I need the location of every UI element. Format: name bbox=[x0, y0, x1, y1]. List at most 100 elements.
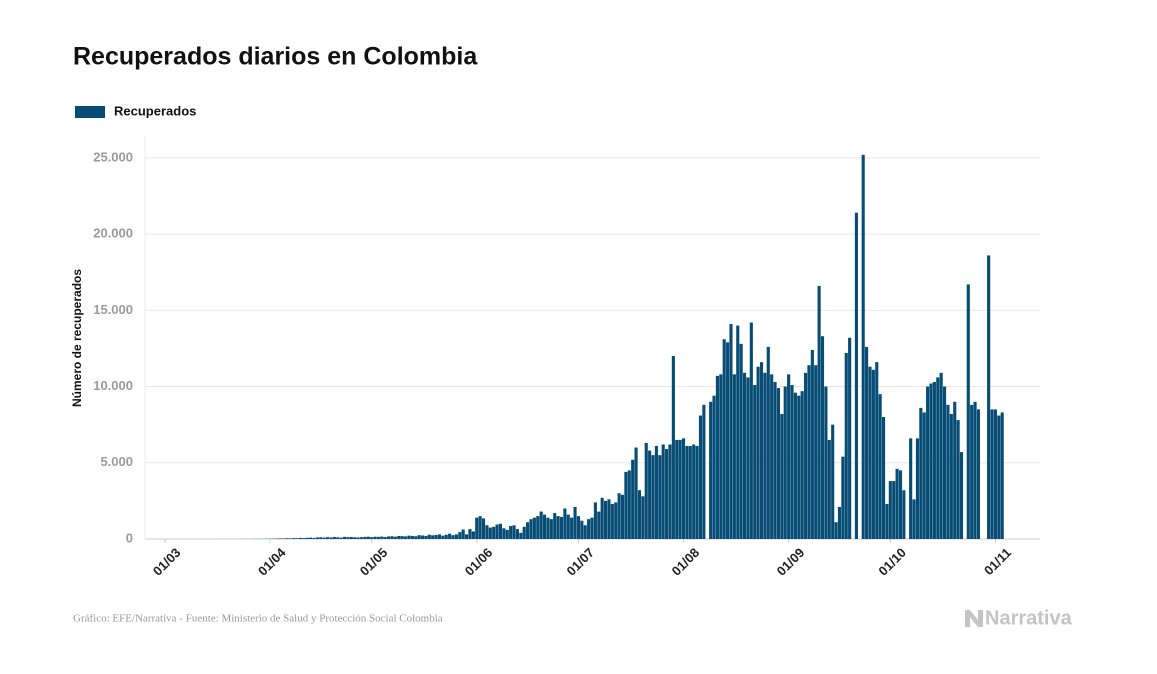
bar bbox=[342, 536, 347, 539]
bar bbox=[458, 532, 462, 539]
bar bbox=[437, 534, 442, 539]
bar bbox=[912, 499, 916, 539]
bar bbox=[322, 537, 326, 539]
bar bbox=[756, 366, 760, 539]
bar bbox=[787, 374, 791, 539]
bar bbox=[909, 438, 913, 539]
bar bbox=[665, 449, 669, 539]
bar bbox=[410, 535, 414, 539]
bar bbox=[844, 353, 848, 539]
bar bbox=[570, 517, 574, 539]
bar bbox=[736, 325, 740, 539]
bar bbox=[820, 336, 825, 539]
bar bbox=[376, 536, 380, 539]
bar bbox=[475, 517, 479, 539]
bar bbox=[366, 536, 370, 539]
bar bbox=[478, 516, 482, 539]
bar bbox=[576, 516, 580, 539]
bar bbox=[526, 522, 530, 539]
bar bbox=[675, 439, 679, 539]
bar bbox=[539, 511, 543, 539]
bar bbox=[719, 374, 723, 539]
bar bbox=[810, 349, 814, 539]
bar bbox=[868, 366, 872, 539]
bar bbox=[800, 391, 804, 539]
bar bbox=[902, 490, 906, 539]
bar bbox=[312, 537, 316, 539]
bar bbox=[715, 375, 719, 539]
bar bbox=[363, 536, 367, 539]
bar bbox=[827, 439, 831, 539]
bar bbox=[566, 514, 570, 539]
bar bbox=[559, 516, 564, 539]
bar bbox=[434, 535, 438, 539]
bar bbox=[536, 516, 540, 539]
bar bbox=[915, 438, 919, 539]
bar bbox=[698, 415, 703, 539]
bar bbox=[315, 537, 319, 539]
bar bbox=[373, 536, 377, 539]
bar bbox=[709, 401, 713, 539]
bar bbox=[349, 537, 353, 539]
bar bbox=[583, 525, 587, 539]
bar bbox=[878, 394, 882, 539]
bar bbox=[936, 377, 940, 539]
bar bbox=[424, 535, 428, 539]
bar bbox=[885, 503, 889, 539]
x-tick-label: 01/03 bbox=[150, 545, 184, 579]
bar bbox=[807, 365, 811, 539]
bar bbox=[773, 381, 777, 539]
bar bbox=[875, 362, 879, 539]
bar bbox=[793, 392, 797, 539]
bar bbox=[949, 413, 953, 539]
bar bbox=[505, 529, 509, 539]
x-tick-label: 01/07 bbox=[564, 545, 598, 579]
bar bbox=[617, 493, 621, 539]
bar bbox=[356, 537, 360, 539]
bar bbox=[495, 524, 499, 539]
bar bbox=[729, 324, 733, 539]
bar bbox=[492, 526, 496, 539]
bar bbox=[610, 503, 614, 539]
bar bbox=[400, 536, 404, 539]
bar bbox=[397, 535, 401, 539]
bar bbox=[329, 537, 333, 539]
bar bbox=[414, 536, 418, 539]
bar bbox=[339, 537, 343, 539]
bar bbox=[461, 529, 465, 539]
bar bbox=[854, 212, 858, 539]
bar bbox=[285, 538, 289, 539]
bar bbox=[932, 381, 936, 539]
bar bbox=[702, 404, 706, 539]
bar bbox=[631, 459, 635, 539]
bar bbox=[614, 502, 618, 539]
bar bbox=[580, 520, 584, 539]
bar bbox=[990, 409, 994, 539]
bar bbox=[519, 532, 523, 539]
bar bbox=[292, 538, 296, 539]
bar bbox=[763, 372, 767, 539]
bar bbox=[776, 388, 781, 539]
bar bbox=[834, 522, 838, 539]
y-tick-label: 25.000 bbox=[93, 149, 133, 164]
bar bbox=[817, 285, 821, 539]
bar bbox=[926, 386, 930, 539]
y-tick-label: 10.000 bbox=[93, 378, 133, 393]
bar bbox=[481, 518, 486, 539]
bar bbox=[600, 497, 604, 539]
bar bbox=[427, 534, 431, 539]
bar bbox=[688, 446, 692, 539]
bar bbox=[722, 339, 726, 539]
bar bbox=[407, 535, 411, 539]
bar bbox=[281, 538, 286, 539]
x-tick-label: 01/08 bbox=[669, 545, 703, 579]
bar bbox=[597, 511, 601, 539]
chart-title: Recuperados diarios en Colombia bbox=[73, 43, 478, 71]
bar bbox=[658, 455, 662, 539]
x-tick-label: 01/10 bbox=[875, 545, 909, 579]
x-tick-label: 01/04 bbox=[255, 544, 289, 578]
bar bbox=[512, 525, 516, 539]
bar bbox=[898, 470, 903, 539]
bar bbox=[766, 346, 770, 539]
